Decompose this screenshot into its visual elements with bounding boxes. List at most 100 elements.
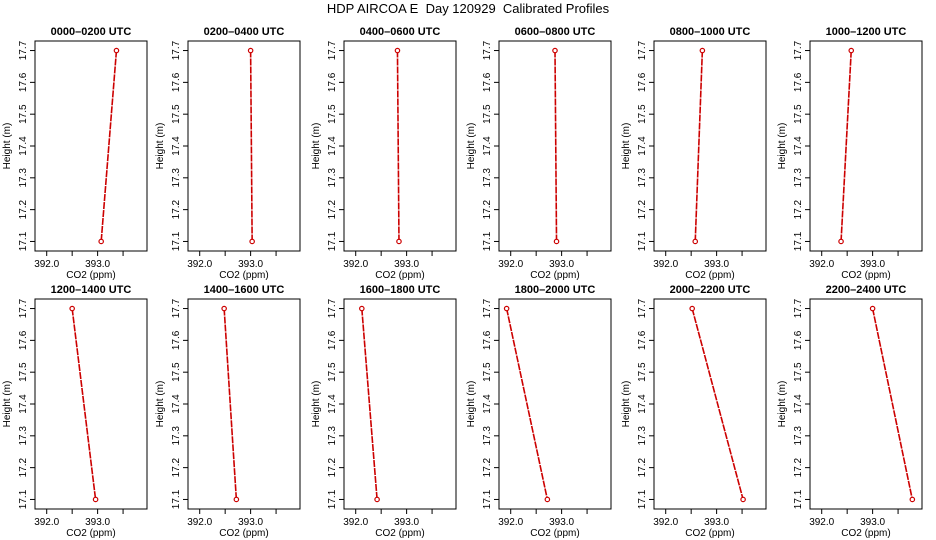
y-tick-label: 17.2 <box>327 457 338 477</box>
data-point <box>113 47 120 54</box>
x-tick-label: 393.0 <box>85 259 110 270</box>
y-tick-label: 17.3 <box>637 168 648 188</box>
y-tick-label: 17.5 <box>793 362 804 382</box>
x-tick-label: 393.0 <box>860 259 885 270</box>
y-axis-label: Height (m) <box>466 123 477 170</box>
y-axis-label: Height (m) <box>311 381 322 428</box>
data-point <box>692 238 699 245</box>
y-tick-label: 17.5 <box>482 362 493 382</box>
x-tick-label: 393.0 <box>549 517 574 528</box>
y-tick-label: 17.5 <box>637 362 648 382</box>
x-tick-label: 393.0 <box>238 259 263 270</box>
y-tick-label: 17.1 <box>327 489 338 509</box>
profile-line <box>691 308 744 500</box>
x-tick-label: 392.0 <box>187 259 212 270</box>
x-tick-label: 392.0 <box>809 259 834 270</box>
panel-title: 1800–2000 UTC <box>515 284 596 296</box>
y-tick-label: 17.5 <box>18 362 29 382</box>
y-tick-label: 17.5 <box>327 362 338 382</box>
y-tick-label: 17.1 <box>482 231 493 251</box>
x-tick-label: 393.0 <box>394 259 419 270</box>
y-tick-label: 17.7 <box>637 40 648 60</box>
y-tick-label: 17.5 <box>793 104 804 124</box>
y-tick-label: 17.2 <box>171 457 182 477</box>
y-tick-label: 17.4 <box>793 136 804 156</box>
profile-line <box>100 50 118 242</box>
profile-line <box>840 50 853 242</box>
profile-line <box>554 50 558 242</box>
data-point <box>909 496 916 503</box>
profile-line <box>871 308 914 500</box>
y-tick-label: 17.1 <box>482 489 493 509</box>
y-tick-label: 17.7 <box>171 40 182 60</box>
y-tick-label: 17.7 <box>18 298 29 318</box>
panel-title: 0800–1000 UTC <box>670 26 751 38</box>
y-tick-label: 17.1 <box>18 489 29 509</box>
x-tick-label: 393.0 <box>704 259 729 270</box>
y-tick-label: 17.5 <box>327 104 338 124</box>
data-point <box>740 496 746 503</box>
y-axis-label: Height (m) <box>777 123 788 170</box>
y-tick-label: 17.2 <box>482 457 493 477</box>
plot-frame <box>653 40 767 252</box>
y-axis-label: Height (m) <box>2 381 13 428</box>
y-tick-label: 17.4 <box>18 394 29 414</box>
data-point <box>69 305 75 312</box>
y-tick-label: 17.3 <box>171 426 182 446</box>
x-tick-label: 392.0 <box>34 259 59 270</box>
profile-line <box>694 50 704 242</box>
x-axis-label: CO2 (ppm) <box>375 270 424 281</box>
y-tick-label: 17.4 <box>18 136 29 156</box>
data-point <box>359 305 365 312</box>
data-point <box>869 305 876 312</box>
y-tick-label: 17.2 <box>18 199 29 219</box>
y-tick-label: 17.4 <box>327 394 338 414</box>
x-tick-label: 393.0 <box>394 517 419 528</box>
y-tick-label: 17.2 <box>637 457 648 477</box>
y-axis-label: Height (m) <box>311 123 322 170</box>
y-tick-label: 17.5 <box>637 104 648 124</box>
x-axis-label: CO2 (ppm) <box>685 528 734 539</box>
y-tick-label: 17.5 <box>18 104 29 124</box>
x-tick-label: 392.0 <box>498 517 523 528</box>
y-tick-label: 17.4 <box>482 136 493 156</box>
x-axis-label: CO2 (ppm) <box>841 270 890 281</box>
y-tick-label: 17.4 <box>793 394 804 414</box>
x-tick-label: 392.0 <box>653 517 678 528</box>
y-tick-label: 17.4 <box>171 394 182 414</box>
data-point <box>233 496 240 503</box>
y-axis-label: Height (m) <box>621 381 632 428</box>
panel-title: 1400–1600 UTC <box>204 284 285 296</box>
y-tick-label: 17.1 <box>327 231 338 251</box>
y-tick-label: 17.2 <box>793 457 804 477</box>
x-tick-label: 393.0 <box>549 259 574 270</box>
y-tick-label: 17.3 <box>637 426 648 446</box>
y-tick-label: 17.7 <box>482 40 493 60</box>
y-tick-label: 17.2 <box>482 199 493 219</box>
x-axis-label: CO2 (ppm) <box>219 270 268 281</box>
panel-title: 0000–0200 UTC <box>51 26 132 38</box>
y-tick-label: 17.6 <box>18 72 29 92</box>
plot-frame <box>343 40 457 252</box>
data-point <box>221 305 227 312</box>
y-tick-label: 17.1 <box>793 231 804 251</box>
x-axis-label: CO2 (ppm) <box>530 528 579 539</box>
y-tick-label: 17.1 <box>793 489 804 509</box>
panel-title: 2200–2400 UTC <box>826 284 907 296</box>
plot-frame <box>187 298 301 510</box>
y-tick-label: 17.2 <box>327 199 338 219</box>
panel-title: 0600–0800 UTC <box>515 26 596 38</box>
y-tick-label: 17.2 <box>171 199 182 219</box>
y-tick-label: 17.6 <box>482 72 493 92</box>
data-point <box>374 496 380 503</box>
y-tick-label: 17.6 <box>637 72 648 92</box>
y-tick-label: 17.3 <box>171 168 182 188</box>
panel-title: 1000–1200 UTC <box>826 26 907 38</box>
y-axis-label: Height (m) <box>777 381 788 428</box>
data-point <box>247 47 254 54</box>
y-tick-label: 17.1 <box>18 231 29 251</box>
data-point <box>503 305 510 312</box>
y-tick-label: 17.5 <box>171 362 182 382</box>
data-point <box>689 305 695 312</box>
plot-frame <box>809 40 923 252</box>
